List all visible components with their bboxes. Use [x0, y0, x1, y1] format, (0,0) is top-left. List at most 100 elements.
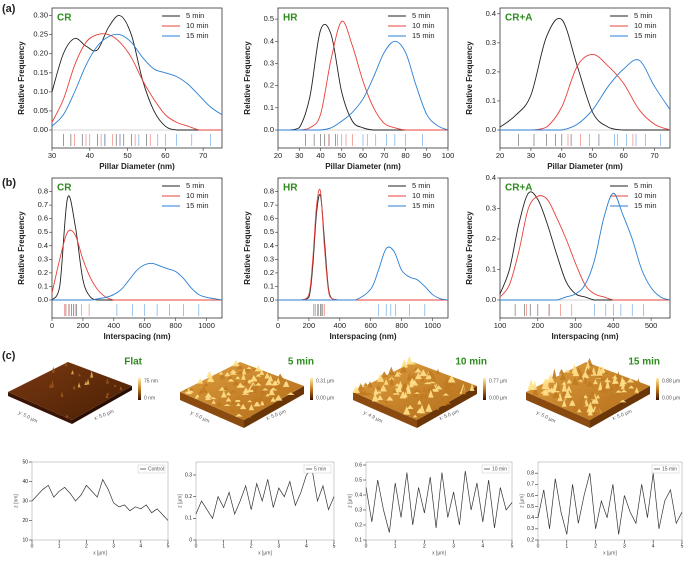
x-tick-label: 1	[394, 543, 397, 549]
afm-peak	[403, 392, 408, 398]
afm-peak	[373, 387, 379, 395]
series-line	[499, 18, 670, 131]
afm-peak	[282, 389, 290, 392]
afm-peak	[197, 377, 204, 384]
y-axis-label: Relative Frequency	[17, 41, 26, 115]
x-tick-label: 90	[423, 151, 431, 160]
x-tick-label: 0	[537, 543, 540, 549]
x-tick-label: 5	[167, 543, 170, 549]
afm-peak	[449, 382, 456, 386]
y-tick-label: 0.1	[486, 264, 496, 273]
series-line	[31, 478, 169, 521]
y-tick-label: 0.2	[527, 537, 534, 543]
afm-peak	[383, 404, 390, 407]
x-axis-label: Pillar Diameter (nm)	[547, 162, 623, 171]
afm-peak	[424, 393, 429, 399]
afm-peak	[414, 372, 422, 380]
afm-peak	[581, 370, 589, 378]
afm-peak	[559, 372, 566, 381]
afm-peak	[602, 407, 607, 412]
afm-peak	[363, 382, 368, 387]
afm-peak	[243, 379, 250, 385]
afm-side	[590, 386, 650, 428]
x-tick-label: 200	[303, 321, 316, 330]
legend-label: 5 min	[412, 11, 430, 20]
afm-peak	[264, 372, 271, 379]
afm-peak	[593, 403, 602, 414]
afm-peak	[423, 382, 432, 385]
afm-peak	[386, 396, 394, 401]
afm-peak	[77, 373, 81, 377]
afm-peak	[229, 390, 238, 393]
afm-peak	[282, 381, 290, 387]
x-tick-label: 70	[650, 151, 658, 160]
afm-peak	[204, 392, 213, 398]
afm-peak	[268, 390, 276, 396]
afm-image	[180, 359, 304, 428]
chart-title: CR	[57, 13, 72, 24]
afm-peak	[636, 377, 641, 386]
x-tick-label: 300	[569, 321, 582, 330]
plot-frame	[51, 7, 223, 149]
x-tick-label: 20	[496, 151, 504, 160]
y-axis-label: z [µm]	[519, 494, 525, 508]
afm-peak	[203, 383, 209, 387]
y-tick-label: 20	[22, 518, 28, 524]
afm-peak	[555, 382, 561, 391]
afm-peak	[219, 371, 224, 375]
series-line	[51, 229, 222, 301]
plot-frame	[499, 7, 671, 149]
afm-peak	[51, 379, 55, 388]
y-tick-label: 0.6	[264, 214, 274, 223]
afm-peak	[394, 371, 401, 377]
afm-peak	[542, 388, 550, 396]
afm-peak	[60, 391, 64, 397]
afm-peak	[232, 379, 240, 386]
y-tick-label: 0.15	[33, 68, 48, 77]
afm-peak	[406, 404, 414, 410]
y-tick-label: 0	[189, 537, 192, 543]
afm-peak	[219, 374, 226, 377]
afm-peak	[260, 399, 265, 406]
afm-peak	[185, 390, 193, 394]
x-tick-label: 100	[494, 321, 507, 330]
y-tick-label: 0.3	[264, 254, 274, 263]
series-line	[500, 59, 671, 131]
x-tick-label: 30	[527, 151, 535, 160]
afm-peak	[376, 373, 385, 382]
x-tick-label: 2	[594, 543, 597, 549]
y-tick-label: 0.2	[355, 522, 362, 528]
plot-frame	[31, 461, 169, 541]
z-max-label: 75 nm	[144, 378, 158, 384]
afm-peak	[246, 366, 252, 370]
legend-label: Control	[148, 467, 164, 473]
afm-peak	[576, 372, 585, 383]
afm-peak	[636, 383, 643, 387]
afm-peak	[86, 378, 90, 385]
afm-peak	[194, 396, 199, 399]
x-tick-label: 3	[277, 543, 280, 549]
afm-peak	[255, 382, 262, 386]
afm-peak	[616, 370, 621, 382]
afm-peak	[392, 389, 398, 394]
y-tick-label: 50	[22, 459, 28, 465]
afm-peak	[429, 373, 437, 382]
afm-peak	[564, 369, 571, 373]
x-tick-label: 4	[481, 543, 484, 549]
afm-peak	[204, 395, 212, 401]
y-tick-label: 0.2	[264, 268, 274, 277]
x-tick-label: 100	[442, 151, 455, 160]
chart-title: HR	[283, 13, 298, 24]
afm-peak	[260, 387, 265, 395]
x-tick-label: 200	[532, 321, 545, 330]
afm-peak	[270, 396, 276, 402]
series-line	[278, 20, 448, 131]
y-axis-label: Relative Frequency	[243, 41, 252, 115]
x-tick-label: 4	[305, 543, 308, 549]
afm-peak	[223, 403, 231, 407]
afm-peak	[634, 387, 640, 393]
afm-peak	[576, 408, 582, 413]
afm-peak	[601, 401, 608, 406]
afm-peak	[561, 380, 568, 392]
afm-peak	[419, 369, 428, 377]
